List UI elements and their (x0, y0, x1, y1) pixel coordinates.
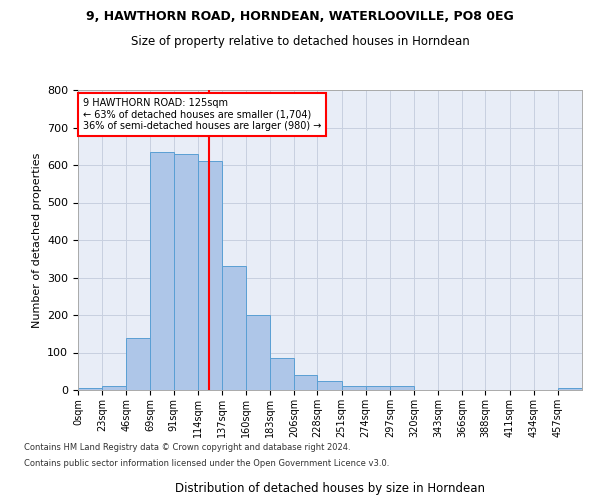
Bar (558, 388, 582, 390)
Text: Contains public sector information licensed under the Open Government Licence v3: Contains public sector information licen… (24, 458, 389, 468)
Text: Size of property relative to detached houses in Horndean: Size of property relative to detached ho… (131, 35, 469, 48)
Bar (341, 386, 366, 390)
Bar (102, 386, 127, 390)
Bar (246, 315, 270, 390)
Bar (198, 161, 222, 390)
Bar (78, 388, 102, 390)
Bar (295, 375, 317, 390)
Text: Contains HM Land Registry data © Crown copyright and database right 2024.: Contains HM Land Registry data © Crown c… (24, 444, 350, 452)
Bar (173, 154, 198, 390)
Bar (390, 386, 414, 390)
Bar (270, 358, 294, 390)
Text: 9, HAWTHORN ROAD, HORNDEAN, WATERLOOVILLE, PO8 0EG: 9, HAWTHORN ROAD, HORNDEAN, WATERLOOVILL… (86, 10, 514, 23)
Bar (366, 386, 390, 390)
Bar (222, 266, 246, 390)
Y-axis label: Number of detached properties: Number of detached properties (32, 152, 41, 328)
Bar (127, 338, 151, 390)
Bar (317, 380, 341, 390)
Text: Distribution of detached houses by size in Horndean: Distribution of detached houses by size … (175, 482, 485, 495)
Text: 9 HAWTHORN ROAD: 125sqm
← 63% of detached houses are smaller (1,704)
36% of semi: 9 HAWTHORN ROAD: 125sqm ← 63% of detache… (83, 98, 322, 130)
Bar (151, 152, 173, 390)
